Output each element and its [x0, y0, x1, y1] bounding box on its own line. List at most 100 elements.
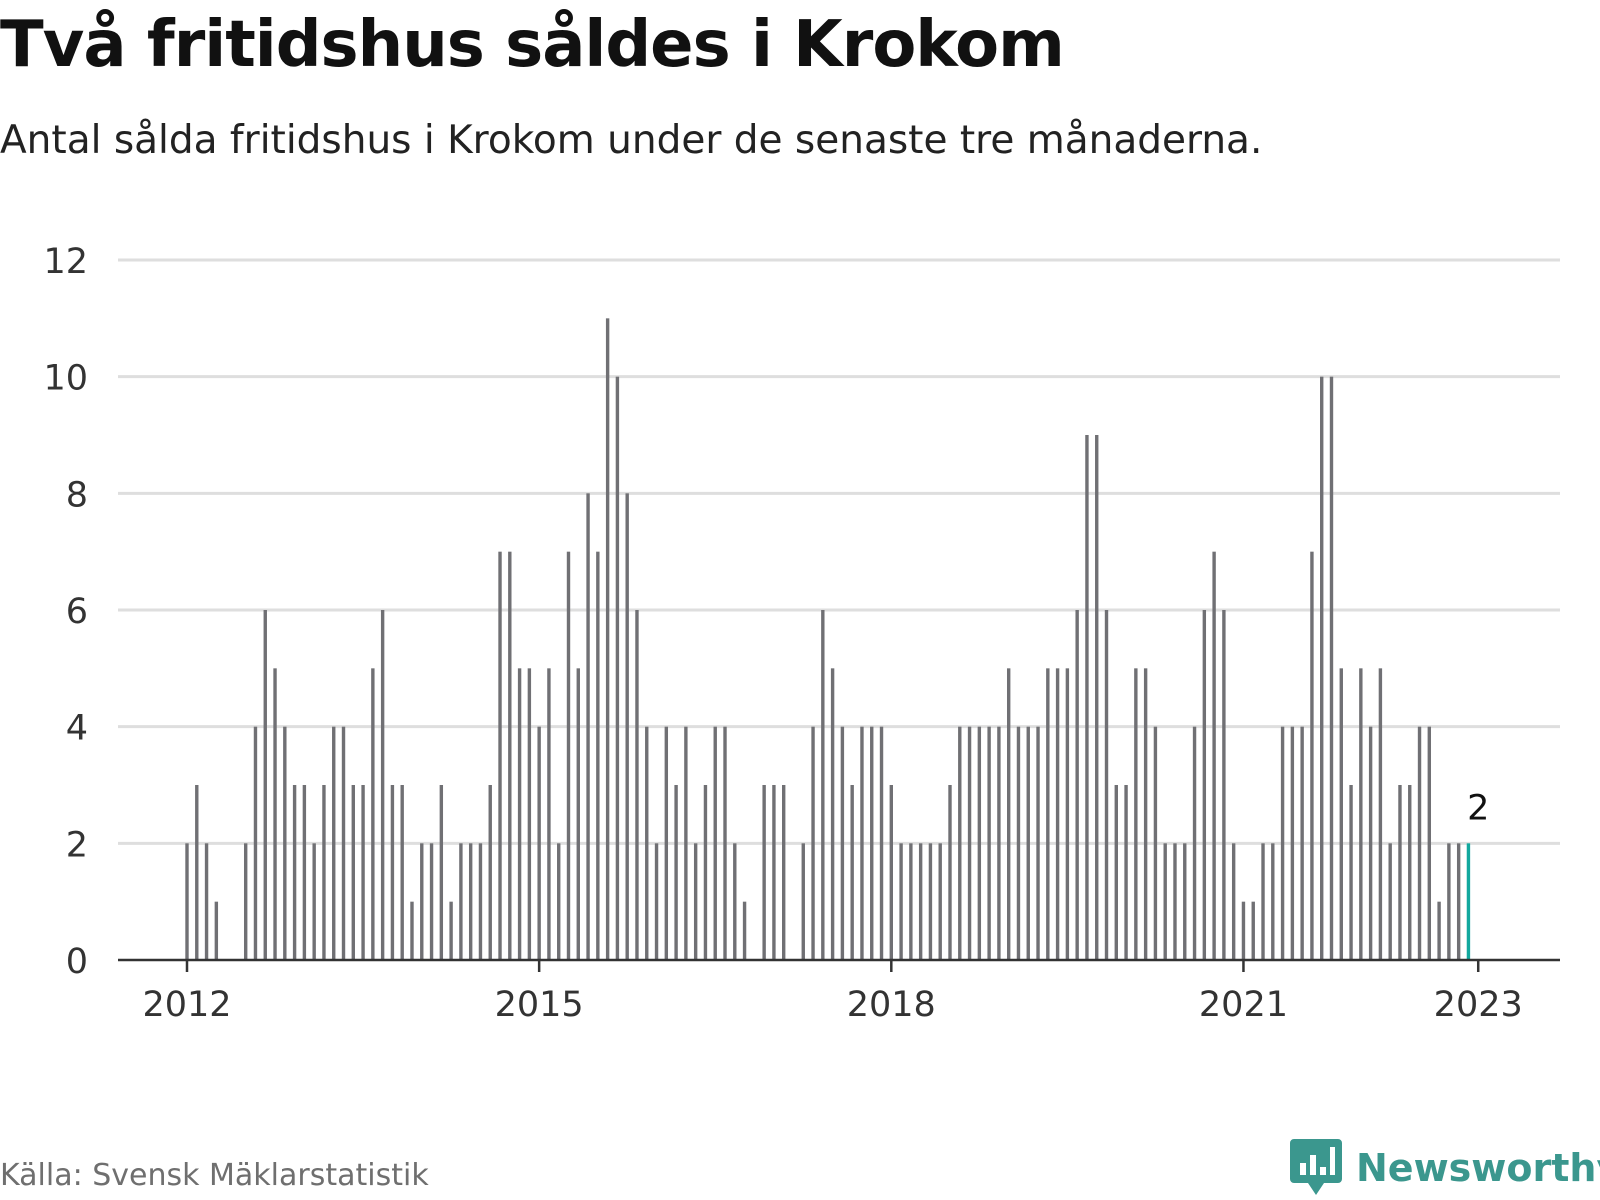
bar: [830, 668, 835, 960]
bar: [557, 843, 561, 960]
bar: [1153, 726, 1158, 960]
bar: [928, 843, 933, 960]
bar: [713, 726, 717, 960]
bar: [586, 493, 590, 960]
bar: [1456, 843, 1461, 960]
data-label: 2: [1467, 788, 1489, 828]
bar: [615, 376, 620, 960]
bar: [1310, 551, 1314, 960]
bar: [390, 785, 395, 960]
bar: [625, 493, 629, 960]
y-tick-label: 2: [66, 825, 88, 865]
bar: [517, 668, 522, 960]
bar: [762, 785, 766, 960]
bar: [1104, 610, 1109, 960]
y-tick-label: 6: [66, 592, 88, 632]
bar: [400, 785, 404, 960]
bar: [1398, 785, 1402, 960]
bar: [596, 551, 600, 960]
bar: [1183, 843, 1187, 960]
bar: [674, 785, 678, 960]
bar: [1271, 843, 1275, 960]
bar: [380, 610, 385, 960]
grid-lines: [118, 258, 1560, 845]
bar: [605, 318, 610, 961]
bar: [1036, 726, 1040, 960]
bar: [332, 726, 336, 960]
bar: [1134, 668, 1138, 960]
bar: [801, 843, 805, 960]
bar: [1251, 901, 1255, 960]
bar: [948, 785, 952, 960]
bar: [204, 843, 209, 960]
bar: [987, 726, 991, 960]
bar: [420, 843, 424, 960]
bar: [195, 785, 199, 960]
bar: [997, 726, 1001, 960]
bar: [322, 785, 326, 960]
brand-name: Newsworthy: [1356, 1146, 1600, 1190]
bar: [292, 785, 297, 960]
bar: [273, 668, 277, 960]
bar: [449, 901, 453, 960]
bar: [1329, 376, 1334, 960]
bar: [1046, 668, 1050, 960]
bar: [302, 785, 307, 960]
bar: [185, 843, 189, 960]
bar: [1290, 726, 1295, 960]
bar: [361, 785, 365, 960]
bar: [1437, 901, 1441, 960]
bar: [1065, 668, 1070, 960]
bar: [1173, 843, 1177, 960]
bar: [410, 901, 414, 960]
bar: [439, 785, 444, 960]
bar: [341, 726, 346, 960]
chart-title: Två fritidshus såldes i Krokom: [0, 8, 1065, 82]
bar: [429, 843, 434, 960]
bar: [283, 726, 287, 960]
bar: [1163, 843, 1167, 960]
bar: [1006, 668, 1011, 960]
x-tick-label: 2023: [1434, 985, 1523, 1025]
axes: 0 2 4 6 8 10 12 2012 2015 2018 2021 2023 2: [43, 242, 1560, 1025]
x-tick-label: 2018: [847, 985, 936, 1025]
bar: [263, 610, 267, 960]
chart-subtitle: Antal sålda fritidshus i Krokom under de…: [0, 118, 1263, 163]
bar: [1261, 843, 1265, 960]
bar: [840, 726, 845, 960]
bar: [967, 726, 972, 960]
bar: [1280, 726, 1285, 960]
bar: [635, 610, 639, 960]
bar: [1368, 726, 1373, 960]
bar: [654, 843, 659, 960]
bar: [1095, 435, 1099, 960]
bar: [889, 785, 893, 960]
bar: [958, 726, 962, 960]
x-tick-label: 2012: [142, 985, 231, 1025]
bar: [537, 726, 541, 960]
y-tick-label: 12: [43, 242, 88, 282]
bar: [1055, 668, 1060, 960]
bar: [733, 843, 737, 960]
bar: [742, 901, 747, 960]
bar: [1378, 668, 1383, 960]
bar: [1359, 668, 1363, 960]
bar: [1085, 435, 1089, 960]
bar: [645, 726, 649, 960]
bar: [547, 668, 551, 960]
bar: [312, 843, 316, 960]
bar: [214, 901, 219, 960]
bar: [821, 610, 825, 960]
bar: [1388, 843, 1392, 960]
bar: [860, 726, 864, 960]
bar: [1320, 376, 1324, 960]
y-tick-label: 8: [66, 475, 88, 515]
bar: [977, 726, 982, 960]
bars: [185, 318, 1471, 961]
bar: [772, 785, 776, 960]
x-tick-label: 2021: [1199, 985, 1288, 1025]
bar: [1212, 551, 1216, 960]
bar: [723, 726, 727, 960]
bar: [1026, 726, 1030, 960]
bar: [576, 668, 580, 960]
